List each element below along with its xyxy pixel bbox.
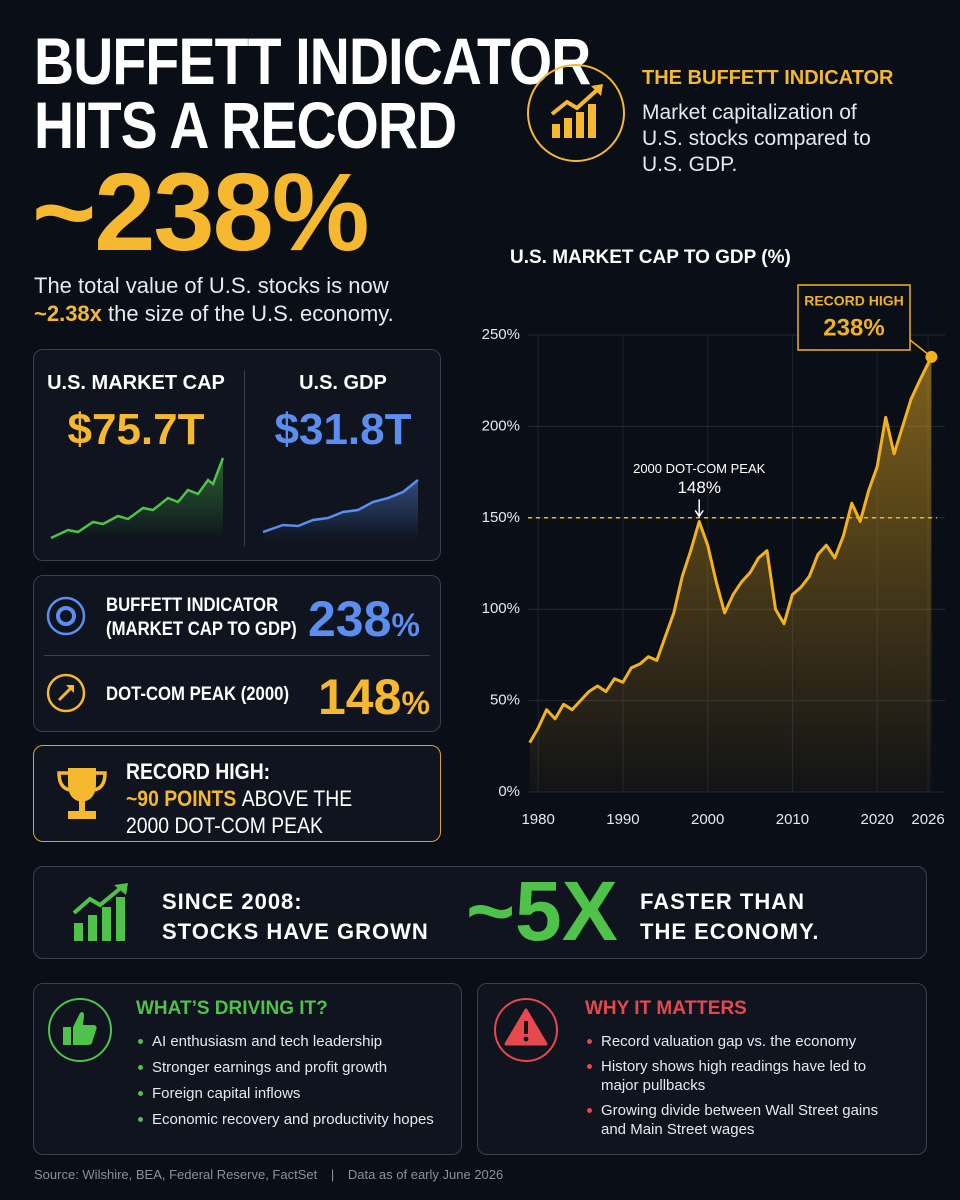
comparison-value: 148% [318, 668, 430, 726]
matters-list: Record valuation gap vs. the economy His… [585, 1032, 885, 1146]
subtitle: The total value of U.S. stocks is now ~2… [34, 272, 394, 328]
source: Source: Wilshire, BEA, Federal Reserve, … [34, 1167, 318, 1182]
list-item: Growing divide between Wall Street gains… [585, 1101, 885, 1139]
banner-line: THE ECONOMY. [640, 919, 820, 944]
definition-title: THE BUFFETT INDICATOR [642, 67, 894, 89]
record-text: RECORD HIGH: ~90 POINTS ABOVE THE 2000 D… [126, 758, 352, 839]
target-icon [46, 596, 86, 636]
comparison-label: DOT-COM PEAK (2000) [106, 684, 290, 705]
list-item: Economic recovery and productivity hopes [136, 1110, 456, 1129]
thumb-icon [48, 998, 112, 1062]
x-tick-label: 2010 [776, 811, 809, 828]
banner-line: STOCKS HAVE GROWN [162, 919, 429, 944]
unit: % [391, 607, 420, 643]
x-tick-label: 2020 [861, 811, 894, 828]
footer: Source: Wilshire, BEA, Federal Reserve, … [34, 1167, 503, 1182]
comparison-value: 238% [308, 590, 420, 648]
x-tick-label: 2026 [911, 811, 944, 828]
title-line: BUFFETT INDICATOR [34, 24, 591, 98]
headline: ~238% [32, 151, 370, 274]
subtitle-rest: the size of the U.S. economy. [108, 301, 394, 326]
divider [244, 370, 245, 546]
record-label: 238% [823, 314, 884, 341]
banner-text: FASTER THAN THE ECONOMY. [640, 887, 819, 947]
record-line: ~90 POINTS ABOVE THE [126, 785, 352, 812]
y-tick-label: 0% [498, 783, 520, 800]
peak-arrow-head [694, 510, 704, 518]
arrow-icon [46, 673, 86, 713]
banner-line: FASTER THAN [640, 889, 805, 914]
subtitle-line: The total value of U.S. stocks is now [34, 273, 389, 298]
label-line: BUFFETT INDICATOR [106, 595, 279, 616]
y-tick-label: 200% [482, 417, 520, 434]
growth-icon [72, 883, 128, 941]
y-tick-label: 50% [490, 692, 520, 709]
comparison-label: BUFFETT INDICATOR (MARKET CAP TO GDP) [106, 594, 297, 642]
stat-value: $31.8T [274, 405, 412, 454]
sparklines [50, 457, 419, 540]
list-item: Stronger earnings and profit growth [136, 1058, 456, 1077]
record-rest: ABOVE THE [241, 786, 353, 811]
line [528, 356, 933, 744]
drivers-panel: WHAT’S DRIVING IT? AI enthusiasm and tec… [33, 983, 462, 1155]
chart: U.S. MARKET CAP TO GDP (%) 0% 50% 100% 150%… [482, 247, 945, 828]
drivers-list: AI enthusiasm and tech leadership Strong… [136, 1032, 456, 1136]
stat-value: $75.7T [67, 405, 205, 454]
area [529, 356, 932, 792]
divider [44, 655, 430, 656]
y-tick-label: 150% [482, 509, 520, 526]
warning-icon [494, 998, 558, 1062]
stat-label: U.S. GDP [299, 372, 387, 394]
matters-panel: WHY IT MATTERS Record valuation gap vs. … [477, 983, 927, 1155]
subtitle-line: ~2.38x the size of the U.S. economy. [34, 300, 394, 328]
record-note: RECORD HIGH [804, 293, 904, 309]
definition-text: Market capitalization of U.S. stocks com… [642, 101, 871, 176]
title-line: HITS A RECORD [34, 88, 457, 162]
banner-line: SINCE 2008: [162, 889, 303, 914]
banner-big: ~5X [466, 864, 618, 958]
value: 148 [318, 669, 402, 725]
list-item: AI enthusiasm and tech leadership [136, 1032, 456, 1051]
y-tick-label: 250% [482, 326, 520, 343]
stats-panel: U.S. MARKET CAP $75.7T U.S. GDP $31.8T [33, 349, 441, 561]
x-tick-label: 2000 [691, 811, 724, 828]
x-tick-label: 1990 [606, 811, 639, 828]
record-title: RECORD HIGH: [126, 759, 271, 784]
list-item: History shows high readings have led to … [585, 1057, 885, 1095]
peak-note: 2000 DOT-COM PEAK [633, 461, 766, 476]
y-tick-label: 100% [482, 600, 520, 617]
chart-title: U.S. MARKET CAP TO GDP (%) [510, 247, 791, 268]
label-line: (MARKET CAP TO GDP) [106, 619, 297, 640]
peak-label: 148% [677, 478, 720, 497]
value: 238 [308, 591, 392, 647]
trophy-icon [57, 768, 107, 819]
drivers-title: WHAT’S DRIVING IT? [136, 998, 328, 1019]
x-tick-label: 1980 [521, 811, 554, 828]
record-dot [925, 350, 938, 363]
banner: SINCE 2008: STOCKS HAVE GROWN ~5X FASTER … [33, 866, 927, 959]
date: Data as of early June 2026 [347, 1167, 504, 1182]
stat-label: U.S. MARKET CAP [47, 372, 225, 394]
matters-title: WHY IT MATTERS [585, 998, 747, 1019]
record-line: 2000 DOT-COM PEAK [126, 813, 323, 838]
record-callout [797, 284, 911, 351]
separator: | [330, 1167, 335, 1182]
record-highlight: ~90 POINTS [126, 786, 237, 811]
banner-text: SINCE 2008: STOCKS HAVE GROWN [162, 887, 429, 947]
record-panel: RECORD HIGH: ~90 POINTS ABOVE THE 2000 D… [33, 745, 441, 842]
unit: % [401, 685, 430, 721]
chart-icon [527, 64, 625, 162]
list-item: Foreign capital inflows [136, 1084, 456, 1103]
subtitle-highlight: ~2.38x [34, 301, 102, 326]
list-item: Record valuation gap vs. the economy [585, 1032, 885, 1051]
comparison-panel: BUFFETT INDICATOR (MARKET CAP TO GDP) 238… [33, 575, 441, 732]
